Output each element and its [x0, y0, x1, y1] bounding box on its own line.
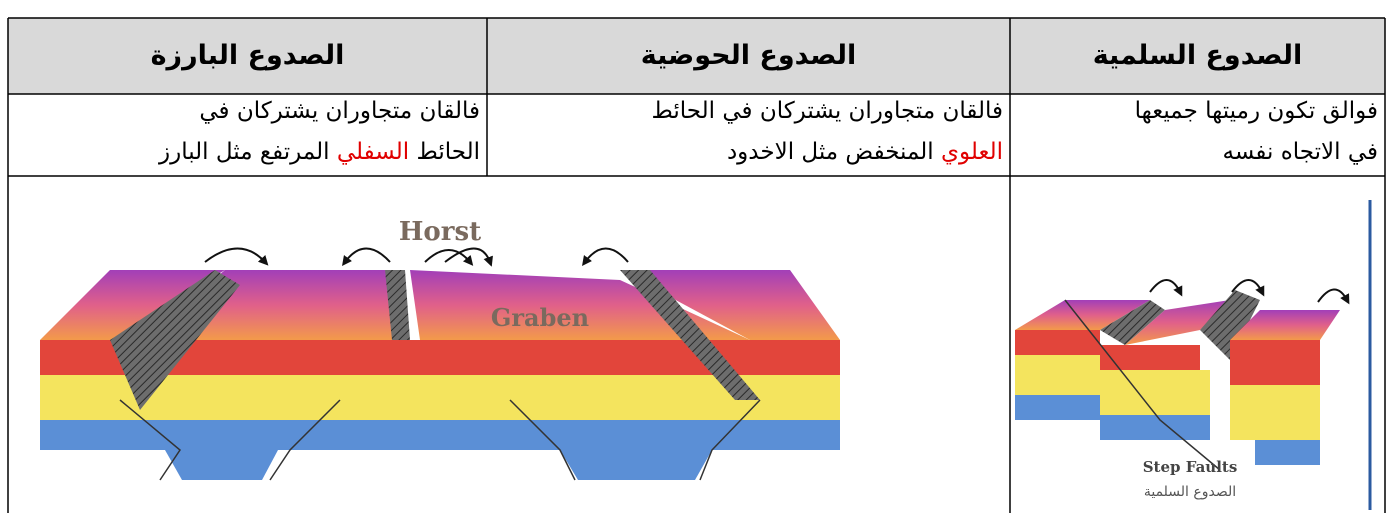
horst-label: Horst — [399, 217, 481, 247]
description-line: فالقان متجاوران يشتركان في — [199, 98, 480, 124]
description-line: فوالق تكون رميتها جميعها — [1134, 98, 1378, 124]
header-background — [8, 18, 1385, 94]
description-text: المرتفع مثل البارز — [159, 139, 330, 165]
description-text: المنخفض مثل الاخدود — [726, 139, 934, 165]
horst-graben-diagram: Horst Graben — [40, 217, 840, 481]
description-line: العلوي المنخفض مثل الاخدود — [727, 139, 1003, 165]
highlight-word: السفلي — [336, 139, 410, 165]
grid-lines — [7, 17, 1386, 513]
step-faults-caption-ar: الصدوع السلمية — [1144, 484, 1236, 500]
highlight-word: العلوي — [941, 139, 1003, 165]
header-cell: الصدوع الحوضية — [640, 40, 857, 71]
graben-label: Graben — [491, 303, 589, 332]
description-line: في الاتجاه نفسه — [1222, 139, 1379, 165]
description-text: الحائط — [416, 139, 481, 165]
step-faults-diagram: Step Faults الصدوع السلمية — [1015, 200, 1372, 510]
header-cell: الصدوع السلمية — [1092, 40, 1303, 71]
description-line: الحائط السفلي المرتفع مثل البارز — [159, 139, 480, 165]
header-cell: الصدوع البارزة — [150, 40, 345, 71]
step-faults-caption: Step Faults — [1143, 458, 1238, 476]
description-line: فالقان متجاوران يشتركان في الحائط — [651, 98, 1003, 124]
